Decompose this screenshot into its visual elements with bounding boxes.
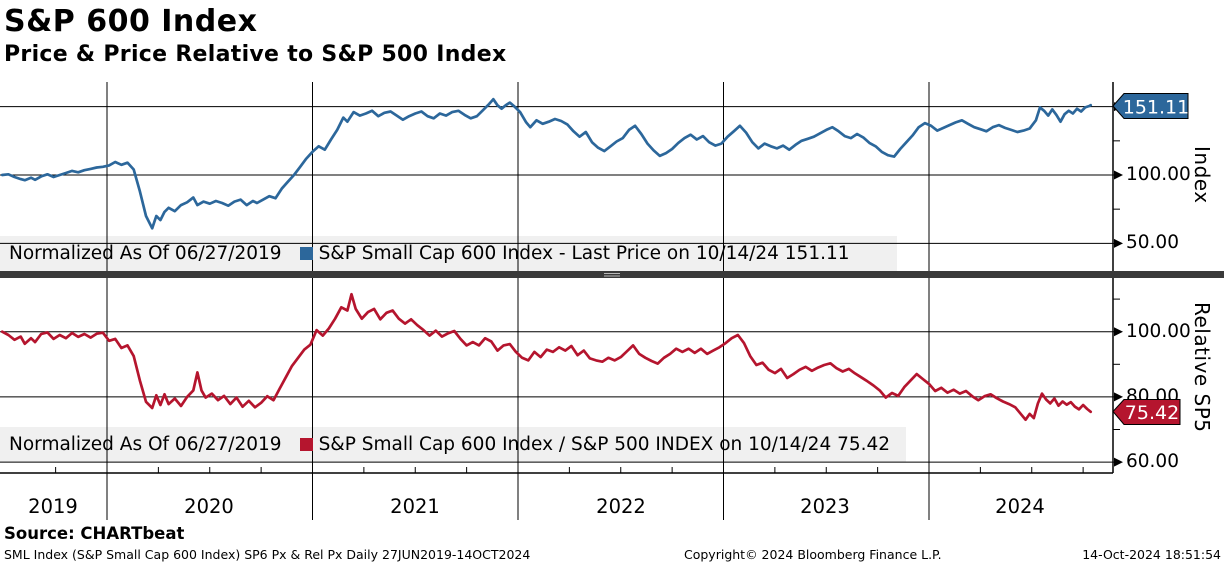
year-label-2023: 2023 [800, 495, 850, 518]
bottom-axis-tick-60: 60.00 [1126, 451, 1179, 472]
bottom-legend: Normalized As Of 06/27/2019 S&P Small Ca… [9, 427, 890, 462]
normalized-label: Normalized As Of 06/27/2019 [9, 434, 282, 455]
red-badge-shape [1112, 399, 1181, 425]
security-description: SML Index (S&P Small Cap 600 Index) SP6 … [4, 547, 531, 562]
timestamp: 14-Oct-2024 18:51:54 [1082, 547, 1221, 562]
panel-resize-grip[interactable] [604, 272, 620, 277]
blue-badge-shape [1112, 93, 1189, 119]
bottom-axis-tick-100: 100.00 [1126, 321, 1191, 342]
last-price-badge-top: 151.11 [1112, 93, 1189, 119]
top-axis-tick-100: 100.00 [1126, 164, 1191, 185]
bottom-legend-band [0, 427, 906, 462]
copyright-notice: Copyright© 2024 Bloomberg Finance L.P. [684, 547, 942, 562]
red-badge-value: 75.42 [1125, 402, 1179, 424]
top-legend: Normalized As Of 06/27/2019 S&P Small Ca… [9, 236, 850, 271]
blue-square-marker-icon [299, 247, 313, 260]
series-label: S&P Small Cap 600 Index / S&P 500 INDEX … [318, 434, 891, 455]
last-price-badge-bottom: 75.42 [1112, 399, 1181, 425]
year-label-2020: 2020 [184, 495, 234, 518]
sp600-index-line [0, 97, 1093, 230]
sp600-relative-line [0, 292, 1093, 422]
blue-badge-value: 151.11 [1123, 97, 1189, 119]
year-label-2022: 2022 [596, 495, 646, 518]
chart-subtitle: Price & Price Relative to S&P 500 Index [4, 42, 507, 67]
year-label-2021: 2021 [390, 495, 440, 518]
gridlines-and-series [0, 82, 1123, 520]
bottom-axis-title: Relative SP5 [1190, 302, 1214, 433]
page-title: S&P 600 Index [4, 4, 258, 39]
top-legend-band [0, 236, 897, 271]
source-label: Source: CHARTbeat [4, 524, 185, 543]
normalized-label: Normalized As Of 06/27/2019 [9, 243, 282, 264]
top-axis-title: Index [1190, 146, 1214, 204]
year-label-2024: 2024 [995, 495, 1045, 518]
series-label: S&P Small Cap 600 Index - Last Price on … [318, 243, 850, 264]
top-axis-tick-50: 50.00 [1126, 232, 1179, 253]
red-square-marker-icon [299, 438, 313, 451]
year-label-2019: 2019 [28, 495, 78, 518]
